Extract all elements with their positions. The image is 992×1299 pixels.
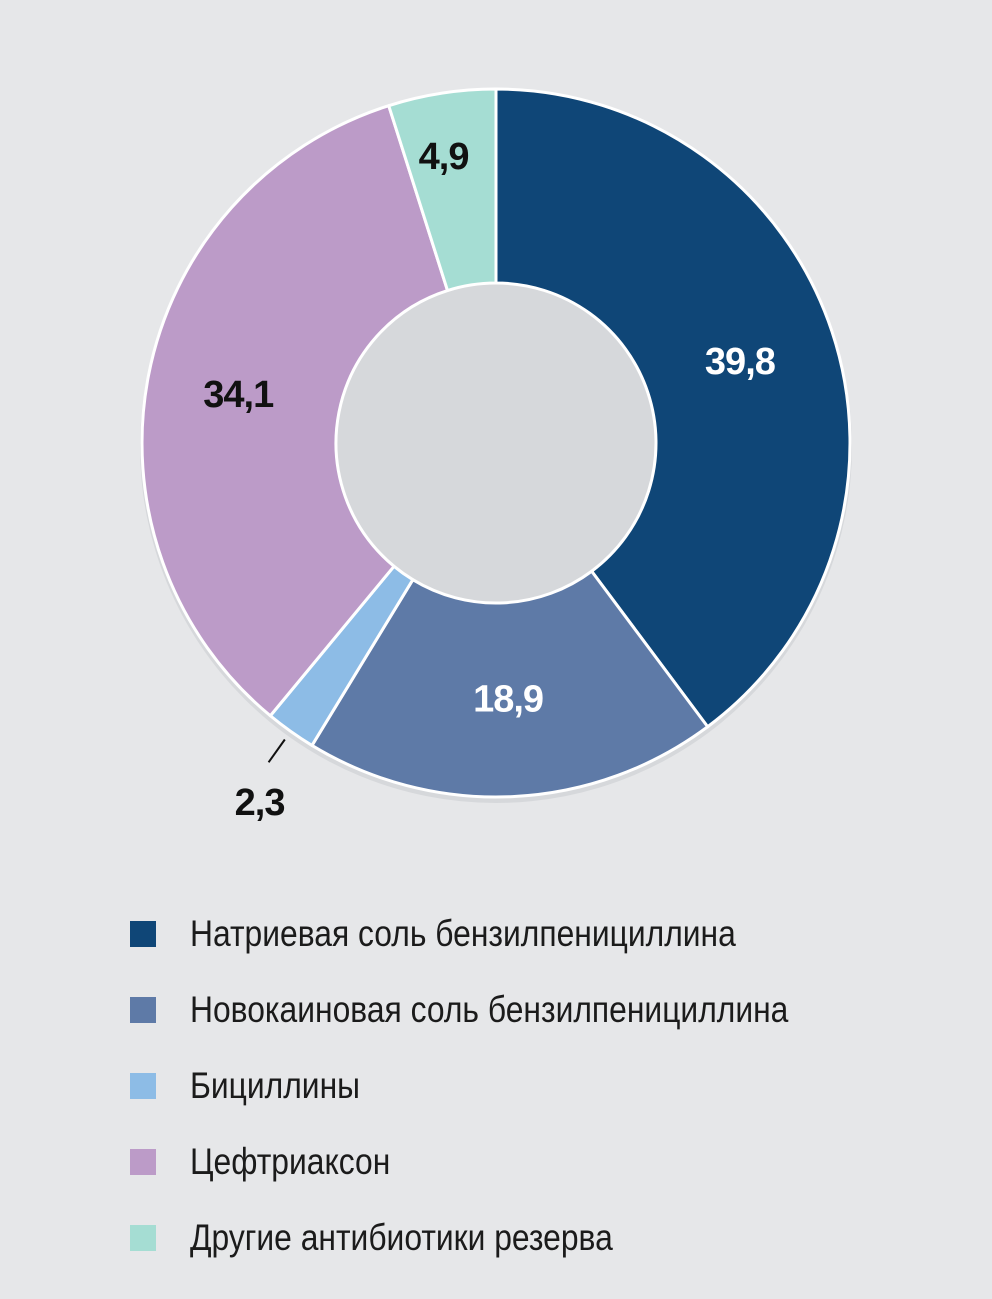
legend-item: Цефтриаксон <box>130 1124 970 1200</box>
slice-value-label: 2,3 <box>235 782 285 824</box>
legend-item: Другие антибиотики резерва <box>130 1200 970 1276</box>
slice-value-label: 34,1 <box>203 374 274 416</box>
slice-value-label: 18,9 <box>473 679 543 721</box>
leader-line <box>267 738 286 763</box>
legend-label: Цефтриаксон <box>190 1141 391 1182</box>
legend-item: Бициллины <box>130 1048 970 1124</box>
legend-swatch <box>130 1225 156 1251</box>
slice-value-label: 39,8 <box>705 341 775 383</box>
donut-slice <box>387 87 498 293</box>
legend-label: Бициллины <box>190 1065 361 1106</box>
donut-slice <box>140 104 450 718</box>
legend-item: Натриевая соль бензилпенициллина <box>130 896 970 972</box>
legend-swatch <box>130 997 156 1023</box>
legend: Натриевая соль бензилпенициллина Новокаи… <box>130 896 970 1276</box>
legend-label: Другие антибиотики резерва <box>190 1217 613 1258</box>
donut-slice <box>494 87 852 729</box>
legend-item: Новокаиновая соль бензилпенициллина <box>130 972 970 1048</box>
legend-label: Натриевая соль бензилпенициллина <box>190 913 736 954</box>
donut-plot: 39,8 18,9 2,3 34,1 4,9 <box>140 87 852 824</box>
legend-label: Новокаиновая соль бензилпенициллина <box>190 989 789 1030</box>
legend-swatch <box>130 921 156 947</box>
legend-swatch <box>130 1073 156 1099</box>
legend-swatch <box>130 1149 156 1175</box>
donut-slice <box>310 569 710 799</box>
slice-value-label: 4,9 <box>419 136 469 178</box>
